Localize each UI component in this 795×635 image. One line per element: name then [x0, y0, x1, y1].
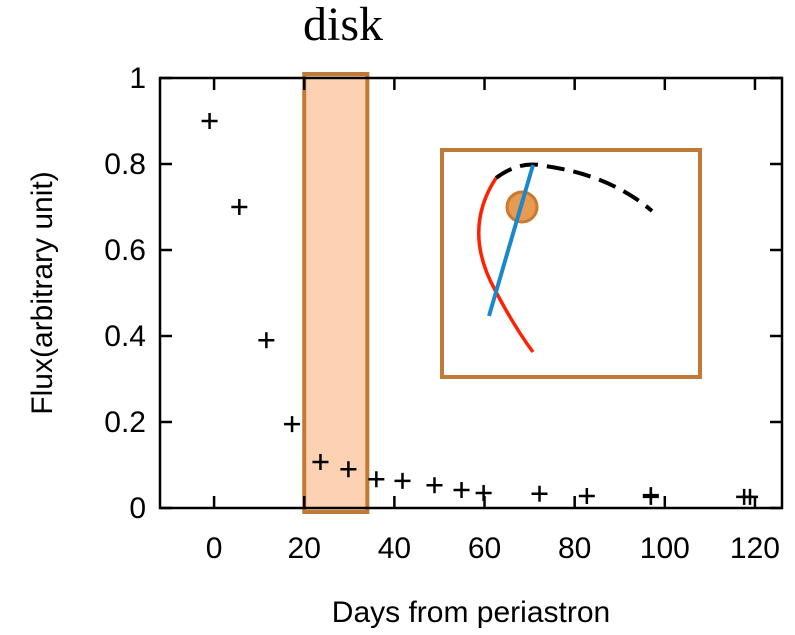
- point: [642, 488, 659, 505]
- x-tick-label: 80: [558, 532, 591, 565]
- point: [258, 332, 275, 349]
- point: [340, 461, 357, 478]
- inset-diagram: [440, 148, 702, 379]
- y-axis-label: Flux(arbitrary unit): [26, 171, 59, 414]
- point: [741, 488, 758, 505]
- pulsar-path: [477, 177, 535, 354]
- x-tick-label: 20: [288, 532, 321, 565]
- x-axis-label: Days from periastron: [332, 596, 610, 629]
- chart-title: disk: [303, 0, 383, 51]
- orbit: [494, 162, 654, 213]
- point: [426, 477, 443, 494]
- y-tick-label: 0.2: [104, 406, 146, 439]
- point: [578, 487, 595, 504]
- x-tick-label: 60: [468, 532, 501, 565]
- point: [312, 453, 329, 470]
- inset-frame: [440, 148, 702, 379]
- plot-frame: [158, 76, 784, 510]
- y-tick-label: 0.8: [104, 148, 146, 181]
- point: [368, 471, 385, 488]
- highlight-band: [302, 72, 370, 514]
- point: [201, 113, 218, 129]
- y-tick-label: 0.6: [104, 234, 146, 267]
- x-tick-label: 120: [730, 532, 780, 565]
- point: [475, 484, 492, 501]
- point: [531, 485, 548, 502]
- x-tick-label: 40: [378, 532, 411, 565]
- point: [453, 481, 470, 498]
- y-tick-label: 1: [129, 62, 146, 95]
- y-tick-label: 0.4: [104, 320, 146, 353]
- point: [284, 416, 301, 433]
- point: [231, 199, 248, 215]
- y-tick-label: 0: [129, 492, 146, 525]
- x-tick-label: 0: [206, 532, 223, 565]
- point: [394, 472, 411, 489]
- x-tick-label: 100: [640, 532, 690, 565]
- disk-line: [487, 164, 535, 317]
